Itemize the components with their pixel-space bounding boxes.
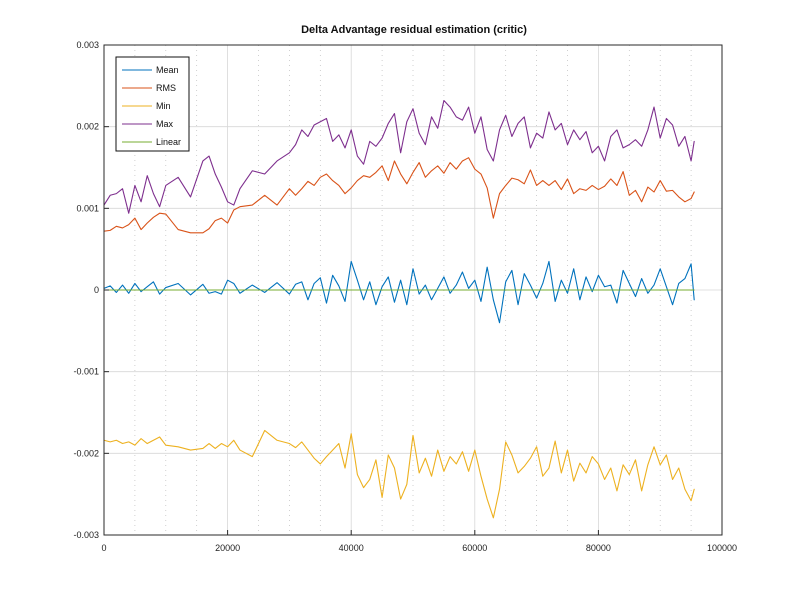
legend-label-max: Max xyxy=(156,119,174,129)
x-tick-label: 0 xyxy=(101,543,106,553)
chart-title: Delta Advantage residual estimation (cri… xyxy=(301,24,527,36)
series-line-max xyxy=(103,99,695,214)
y-tick-label: -0.002 xyxy=(73,448,99,458)
x-tick-label: 80000 xyxy=(586,543,611,553)
x-tick-label: 40000 xyxy=(339,543,364,553)
axes: 0 20000 40000 60000 80000 100000 -0.003 -0.002 -… xyxy=(73,40,737,553)
legend-label-linear: Linear xyxy=(156,137,181,147)
y-tick-label: 0.002 xyxy=(76,122,99,132)
legend-label-rms: RMS xyxy=(156,83,176,93)
series-line-rms xyxy=(103,157,695,234)
x-tick-label: 60000 xyxy=(462,543,487,553)
y-tick-label: -0.003 xyxy=(73,530,99,540)
plot-area xyxy=(103,45,722,535)
y-tick-label: -0.001 xyxy=(73,367,99,377)
legend-label-mean: Mean xyxy=(156,65,179,75)
y-tick-label: 0 xyxy=(94,285,99,295)
y-tick-label: 0.001 xyxy=(76,203,99,213)
legend: Mean RMS Min Max Linear xyxy=(115,56,190,152)
legend-box xyxy=(115,56,190,152)
x-tick-label: 20000 xyxy=(215,543,240,553)
y-tick-label: 0.003 xyxy=(76,40,99,50)
legend-label-min: Min xyxy=(156,101,171,111)
x-tick-label: 100000 xyxy=(707,543,737,553)
series-line-min xyxy=(103,429,695,519)
